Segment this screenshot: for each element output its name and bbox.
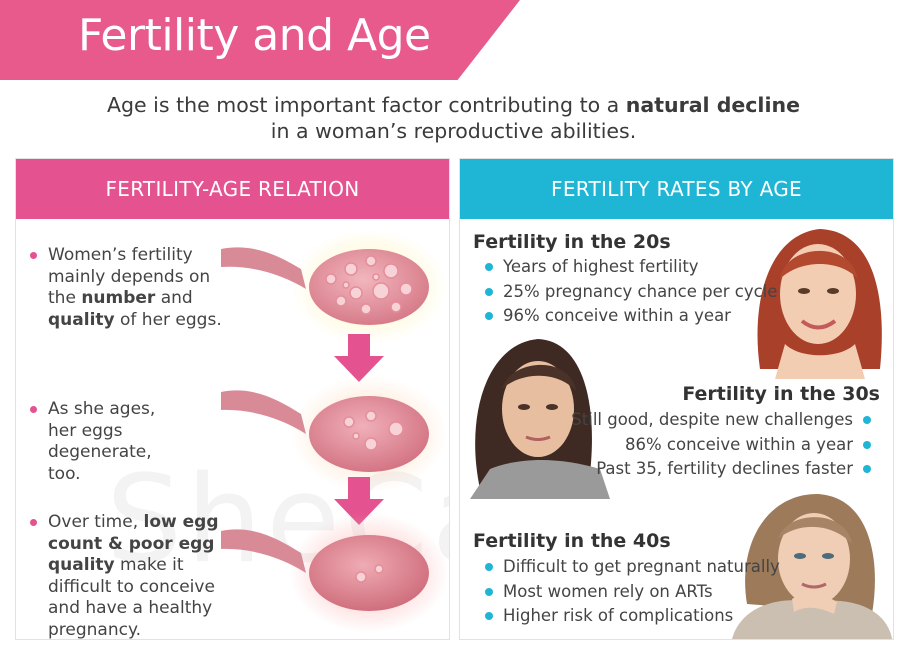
list-item: Years of highest fertility — [485, 255, 777, 280]
list-item: Difficult to get pregnant naturally — [485, 555, 780, 580]
item-text: Higher risk of complications — [503, 606, 734, 625]
ovary-illustration — [221, 376, 446, 492]
left-item-2: As she ages, her eggs degenerate, too. — [30, 399, 180, 485]
subtitle-part2: in a woman’s reproductive abilities. — [270, 119, 637, 143]
item-text: Difficult to get pregnant naturally — [503, 557, 780, 576]
subtitle: Age is the most important factor contrib… — [0, 92, 907, 144]
item-text: Years of highest fertility — [503, 257, 699, 276]
right-panel-heading: FERTILITY RATES BY AGE — [460, 159, 893, 219]
bullet-icon — [485, 287, 493, 296]
fertility-rates-panel: FERTILITY RATES BY AGE Fertility in the … — [459, 158, 894, 640]
list-item: Past 35, fertility declines faster — [571, 457, 871, 482]
bullet-icon — [863, 440, 871, 449]
item-text: Most women rely on ARTs — [503, 581, 713, 601]
item-text: Past 35, fertility declines faster — [596, 459, 853, 478]
item1-t3: of her eggs. — [114, 309, 222, 330]
group-title-30s: Fertility in the 30s — [682, 383, 880, 405]
list-item: 25% pregnancy chance per cycle — [485, 280, 777, 305]
list-item: Higher risk of complications — [485, 604, 780, 629]
page-title: Fertility and Age — [78, 10, 431, 61]
item1-b2: quality — [48, 309, 115, 330]
subtitle-bold: natural decline — [625, 93, 800, 117]
item2-text: As she ages, her eggs degenerate, too. — [48, 399, 156, 484]
group-title-20s: Fertility in the 20s — [473, 231, 671, 253]
item1-t1: Women’s fertility mainly depends on the — [48, 245, 211, 308]
item1-t2: and — [155, 288, 193, 308]
bullet-icon — [485, 612, 493, 621]
list-30s: Still good, despite new challenges 86% c… — [571, 408, 871, 482]
down-arrow-icon — [334, 334, 384, 382]
left-panel-heading: FERTILITY-AGE RELATION — [16, 159, 449, 219]
item-text: 25% pregnancy chance per cycle — [503, 281, 778, 301]
title-banner — [0, 0, 520, 80]
bullet-icon — [30, 252, 37, 259]
list-item: 86% conceive within a year — [571, 433, 871, 458]
bullet-icon — [485, 563, 493, 572]
group-title-40s: Fertility in the 40s — [473, 530, 671, 552]
item1-b1: number — [81, 288, 156, 308]
item-text: Still good, despite new challenges — [571, 410, 853, 429]
bullet-icon — [30, 406, 37, 413]
item3-b1: low egg count & poor egg quality — [48, 512, 219, 575]
down-arrow-icon — [334, 477, 384, 525]
item-text: 96% conceive within a year — [503, 306, 731, 325]
woman-portrait — [757, 229, 882, 379]
fertility-age-relation-panel: FERTILITY-AGE RELATION SheCares Women’s … — [15, 158, 450, 640]
item3-t1: Over time, — [48, 512, 144, 532]
item3-t2: make it difficult to conceive and have a… — [48, 555, 215, 640]
list-item: Most women rely on ARTs — [485, 580, 780, 605]
woman-portrait — [732, 494, 892, 639]
bullet-icon — [30, 519, 37, 526]
list-40s: Difficult to get pregnant naturally Most… — [485, 555, 780, 629]
woman-portrait — [470, 339, 610, 499]
bullet-icon — [863, 465, 871, 474]
list-item: Still good, despite new challenges — [571, 408, 871, 433]
bullet-icon — [485, 263, 493, 272]
bullet-icon — [863, 416, 871, 425]
ovary-illustration — [221, 513, 446, 633]
bullet-icon — [485, 312, 493, 321]
ovary-illustration — [221, 229, 446, 345]
bullet-icon — [485, 587, 493, 596]
item-text: 86% conceive within a year — [625, 434, 853, 454]
left-item-1: Women’s fertility mainly depends on the … — [30, 245, 240, 331]
left-item-3: Over time, low egg count & poor egg qual… — [30, 512, 240, 640]
list-item: 96% conceive within a year — [485, 304, 777, 329]
list-20s: Years of highest fertility 25% pregnancy… — [485, 255, 777, 329]
subtitle-part1: Age is the most important factor contrib… — [107, 93, 626, 117]
